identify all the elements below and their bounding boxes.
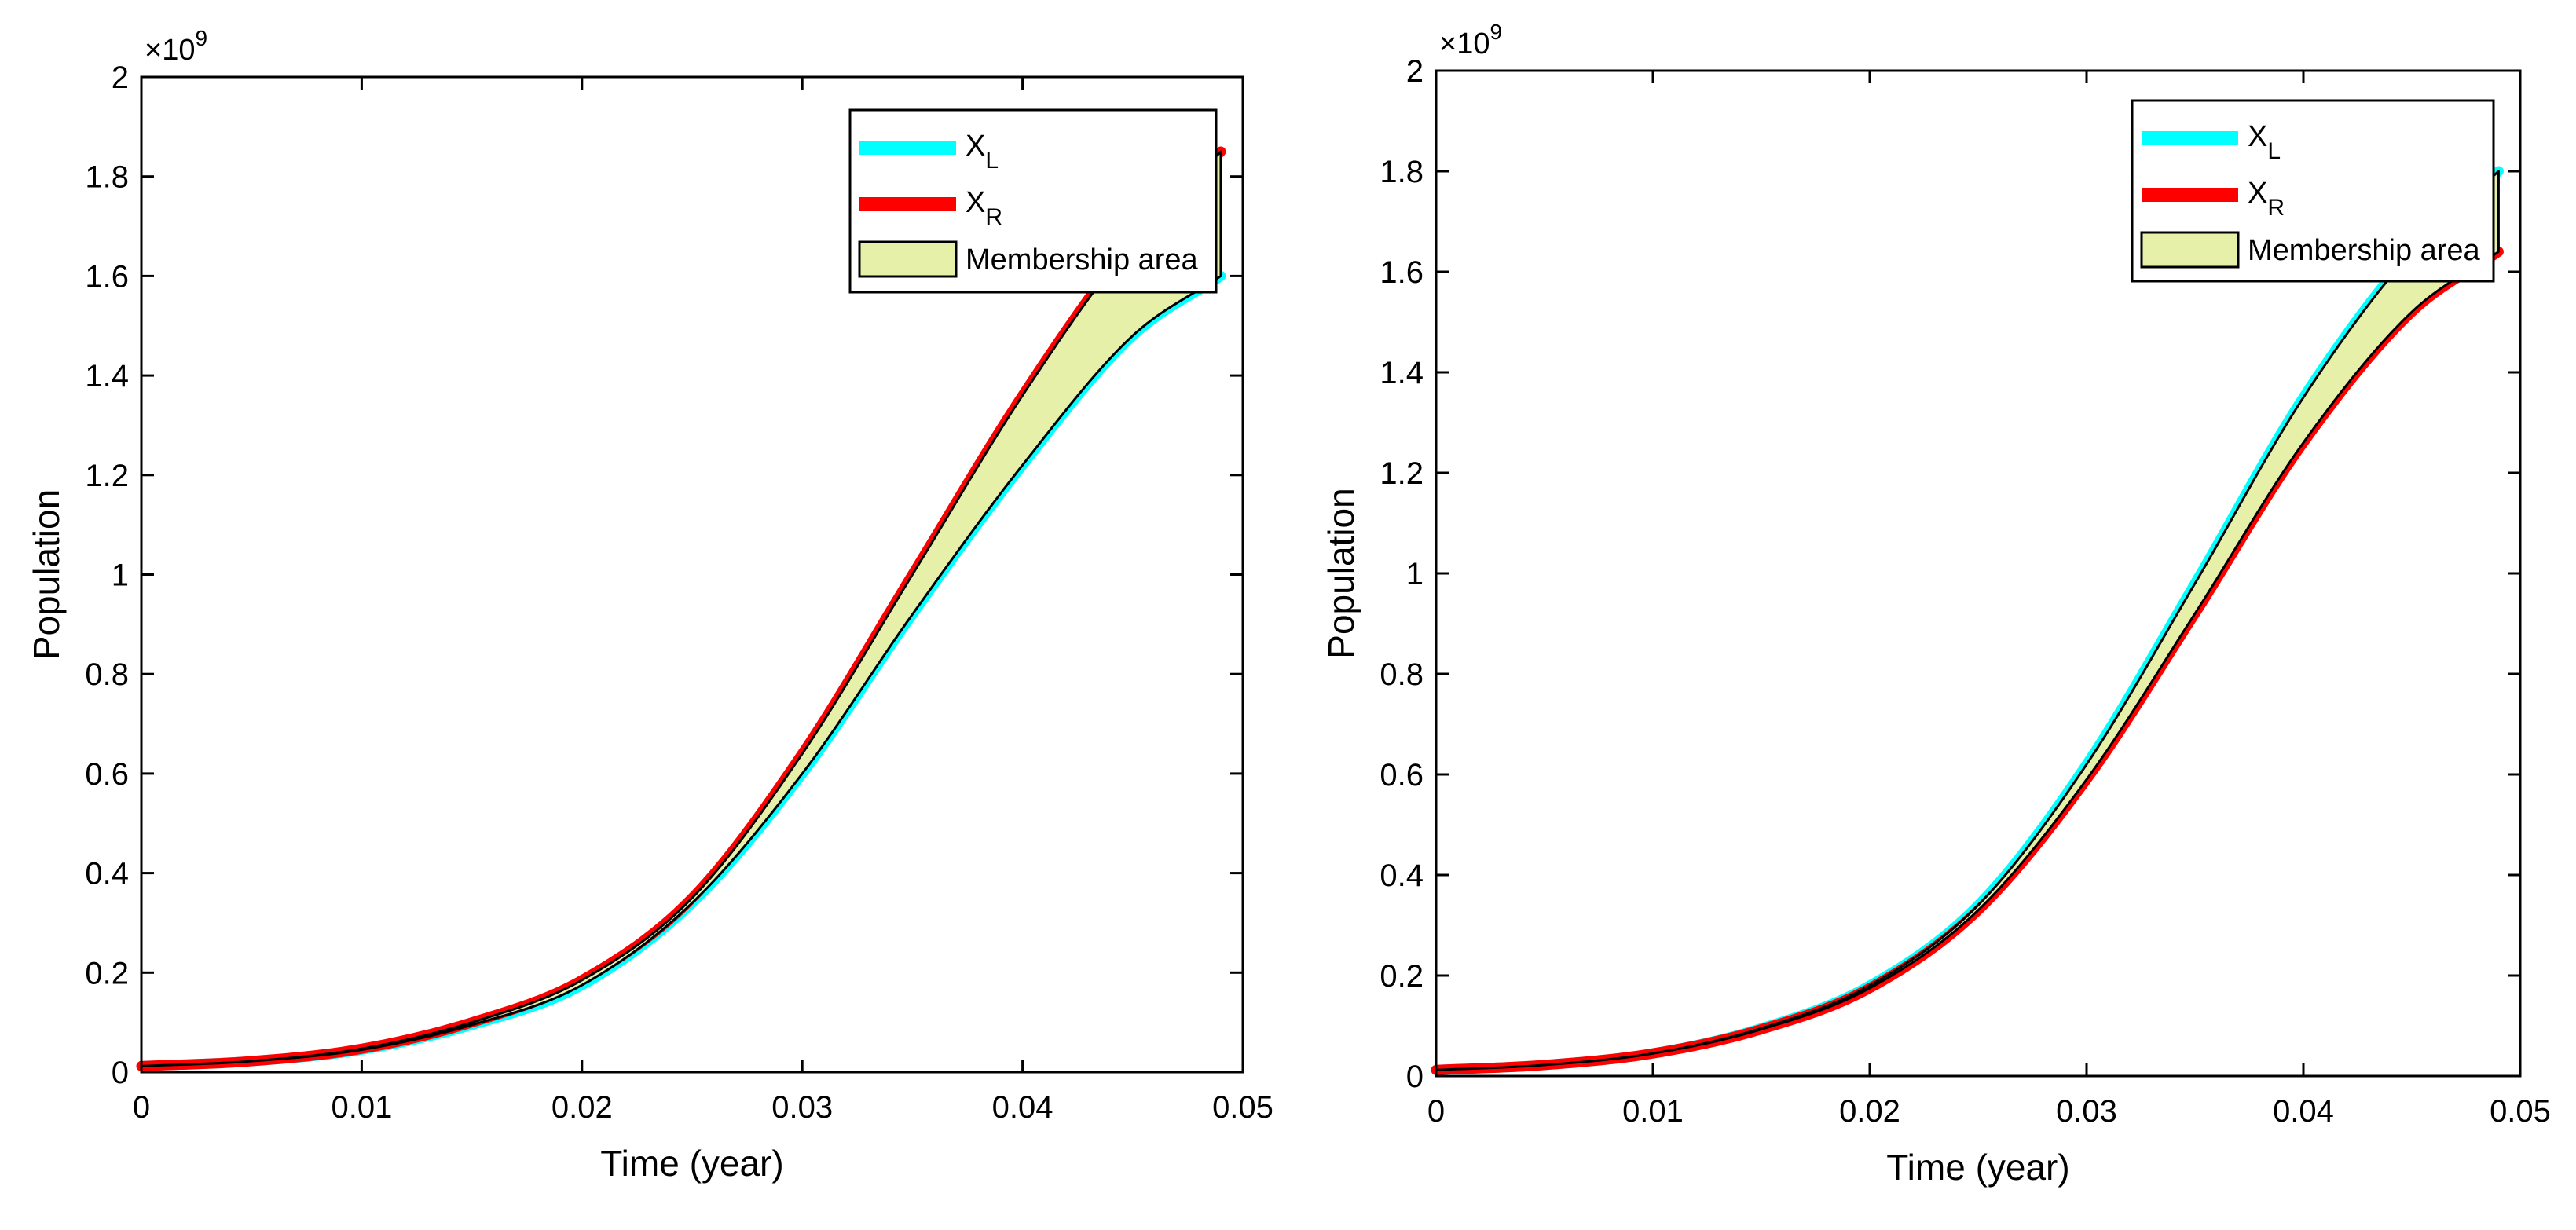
legend-symbol: X — [966, 186, 985, 219]
y-tick-label: 1.6 — [1380, 255, 1424, 290]
legend-subscript: R — [985, 204, 1002, 230]
x-tick-label: 0.04 — [992, 1090, 1053, 1125]
y-tick-label: 1 — [112, 558, 129, 593]
y-tick-label: 1.4 — [1380, 356, 1424, 390]
x-tick-label: 0.04 — [2273, 1094, 2334, 1129]
legend-label-xr: XR — [966, 186, 1002, 230]
y-axis-label: Population — [1321, 488, 1361, 658]
y-tick-label: 1.8 — [1380, 155, 1424, 189]
y-tick-label: 0.4 — [1380, 858, 1424, 893]
y-multiplier-base: ×10 — [1439, 27, 1490, 60]
x-tick-label: 0.05 — [1212, 1090, 1273, 1125]
legend-subscript: R — [2267, 195, 2285, 221]
x-tick-label: 0.03 — [771, 1090, 833, 1125]
x-tick-label: 0.02 — [551, 1090, 613, 1125]
x-tick-label: 0.05 — [2490, 1094, 2551, 1129]
y-tick-label: 1.2 — [1380, 456, 1424, 491]
y-multiplier-label: ×109 — [145, 26, 207, 67]
y-tick-label: 0.8 — [1380, 657, 1424, 692]
y-tick-label: 2 — [112, 60, 129, 95]
legend-swatch-membership — [2140, 231, 2240, 269]
y-tick-label: 0.6 — [1380, 758, 1424, 793]
y-multiplier-label: ×109 — [1439, 20, 1502, 60]
legend-label-xl: XL — [966, 130, 999, 174]
legend-subscript: L — [2267, 138, 2281, 164]
x-tick-label: 0 — [1427, 1094, 1445, 1129]
y-tick-label: 1.6 — [85, 259, 129, 294]
y-multiplier-exponent: 9 — [1490, 20, 1502, 44]
chart-panel-right: 0 0.2 0.4 0.6 0.8 1 1.2 1.4 1.6 1.8 2 0 0.01 0.02 0.03… — [1321, 20, 2551, 1188]
x-tick-label: 0.02 — [1839, 1094, 1900, 1129]
legend-label-membership: Membership area — [2248, 234, 2481, 267]
y-axis-label: Population — [26, 489, 67, 660]
legend-symbol: X — [2248, 120, 2267, 153]
legend-label-xr: XR — [2248, 177, 2285, 221]
x-axis-label: Time (year) — [600, 1143, 783, 1184]
y-tick-label: 1.4 — [85, 359, 129, 394]
legend-symbol: X — [2248, 177, 2267, 210]
legend-label-membership: Membership area — [966, 243, 1199, 276]
y-tick-label: 1.2 — [85, 459, 129, 493]
legend-subscript: L — [985, 148, 999, 174]
y-tick-label: 0.4 — [85, 857, 129, 891]
x-tick-label: 0.01 — [1622, 1094, 1684, 1129]
chart-panel-left: 0 0.2 0.4 0.6 0.8 1 1.2 1.4 1.6 1.8 2 0 0.01 0.02 0.03… — [26, 26, 1273, 1184]
y-tick-label: 2 — [1406, 54, 1424, 89]
y-tick-label: 0 — [112, 1056, 129, 1090]
legend-label-xl: XL — [2248, 120, 2281, 164]
membership-area — [140, 150, 1222, 1067]
y-tick-label: 0.6 — [85, 757, 129, 792]
x-tick-label: 0.03 — [2056, 1094, 2117, 1129]
membership-area — [1435, 170, 2500, 1071]
y-tick-label: 0 — [1406, 1060, 1424, 1094]
y-multiplier-base: ×10 — [145, 34, 195, 67]
y-tick-label: 1 — [1406, 557, 1424, 591]
y-tick-label: 0.8 — [85, 657, 129, 692]
y-tick-label: 0.2 — [85, 956, 129, 990]
x-axis-label: Time (year) — [1886, 1147, 2069, 1188]
x-tick-label: 0.01 — [331, 1090, 392, 1125]
x-tick-label: 0 — [133, 1090, 150, 1125]
y-tick-label: 0.2 — [1380, 959, 1424, 994]
y-multiplier-exponent: 9 — [195, 26, 207, 50]
y-tick-label: 1.8 — [85, 160, 129, 195]
legend-symbol: X — [966, 130, 985, 163]
legend-swatch-membership — [858, 240, 958, 278]
